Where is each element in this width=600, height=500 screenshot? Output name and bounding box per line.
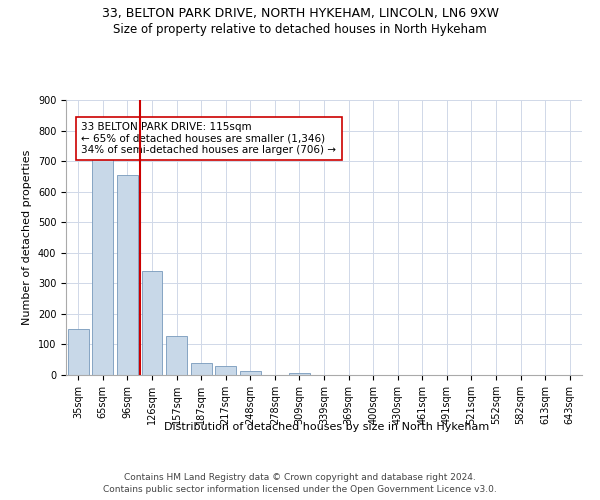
- Y-axis label: Number of detached properties: Number of detached properties: [22, 150, 32, 325]
- Bar: [215, 366, 236, 375]
- Bar: [166, 336, 187, 375]
- Bar: [240, 372, 261, 375]
- Text: Contains HM Land Registry data © Crown copyright and database right 2024.: Contains HM Land Registry data © Crown c…: [124, 472, 476, 482]
- Bar: [142, 271, 163, 375]
- Text: Contains public sector information licensed under the Open Government Licence v3: Contains public sector information licen…: [103, 485, 497, 494]
- Text: Size of property relative to detached houses in North Hykeham: Size of property relative to detached ho…: [113, 22, 487, 36]
- Text: Distribution of detached houses by size in North Hykeham: Distribution of detached houses by size …: [164, 422, 490, 432]
- Bar: [289, 372, 310, 375]
- Bar: [92, 156, 113, 375]
- Bar: [191, 363, 212, 375]
- Bar: [117, 175, 138, 375]
- Text: 33, BELTON PARK DRIVE, NORTH HYKEHAM, LINCOLN, LN6 9XW: 33, BELTON PARK DRIVE, NORTH HYKEHAM, LI…: [101, 8, 499, 20]
- Bar: [68, 329, 89, 375]
- Text: 33 BELTON PARK DRIVE: 115sqm
← 65% of detached houses are smaller (1,346)
34% of: 33 BELTON PARK DRIVE: 115sqm ← 65% of de…: [82, 122, 337, 155]
